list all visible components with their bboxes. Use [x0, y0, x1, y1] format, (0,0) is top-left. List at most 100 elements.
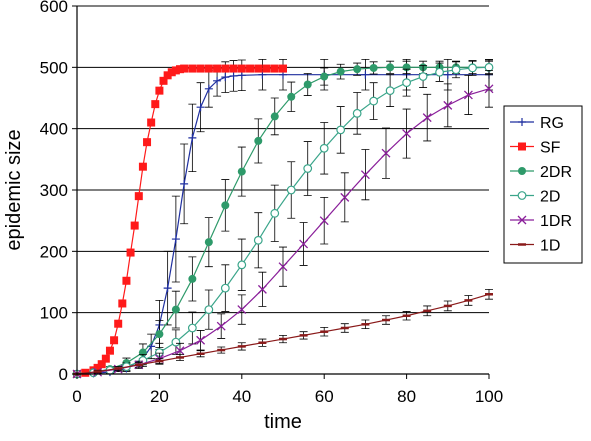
point-sf-31 [237, 64, 246, 73]
point-rg-14 [221, 73, 230, 82]
point-2dr-18 [369, 63, 378, 72]
point-2dr-17 [353, 65, 362, 74]
y-axis-title: epidemic size [3, 129, 25, 250]
point-rg-16 [237, 71, 246, 80]
legend-label-2d: 2D [540, 189, 560, 206]
point-2dr-19 [386, 63, 395, 72]
point-rg-17 [258, 70, 267, 79]
point-sf-23 [176, 65, 184, 74]
point-sf-34 [262, 64, 271, 73]
point-rg-12 [204, 84, 213, 93]
point-sf-19 [159, 76, 168, 85]
legend-label-1dr: 1DR [540, 213, 572, 230]
legend-label-sf: SF [540, 140, 561, 157]
point-2d-12 [270, 208, 280, 218]
point-sf-5 [101, 354, 110, 363]
point-rg-22 [443, 70, 452, 79]
point-2dr-8 [204, 238, 213, 247]
point-1dr-11 [299, 239, 309, 249]
point-2d-14 [303, 164, 313, 173]
point-sf-24 [180, 64, 189, 73]
point-sf-29 [221, 64, 230, 73]
point-2dr-5 [155, 330, 164, 339]
series-layer [72, 58, 494, 379]
legend-item-2d: 2D [510, 189, 560, 206]
point-sf-4 [97, 360, 106, 369]
point-sf-3 [93, 363, 102, 372]
point-sf-14 [138, 162, 147, 171]
point-2dr-6 [171, 305, 180, 314]
point-sf-7 [110, 336, 119, 345]
series-line-sf [76, 67, 283, 375]
legend-marker-2dr [518, 167, 526, 175]
point-2d-24 [468, 63, 477, 73]
point-2d-18 [369, 96, 379, 106]
point-2d-17 [352, 108, 362, 118]
point-rg-13 [213, 76, 222, 85]
legend: RG SF 2DR 2D 1DR 1D [503, 105, 583, 264]
point-sf-27 [204, 64, 213, 73]
point-sf-11 [126, 248, 135, 257]
point-rg-10 [188, 133, 197, 142]
y-tick-label-6: 600 [40, 0, 68, 16]
point-2d-6 [171, 337, 181, 347]
x-tick-label-3: 60 [315, 387, 334, 406]
point-rg-11 [196, 103, 205, 112]
x-tick-label-1: 20 [150, 387, 169, 406]
point-2d-11 [253, 235, 263, 245]
series-sf [73, 64, 287, 378]
x-tick-label-0: 0 [72, 387, 81, 406]
point-rg-7 [163, 284, 172, 293]
point-2d-19 [385, 86, 395, 96]
y-tick-label-5: 500 [40, 58, 68, 77]
point-2dr-9 [221, 201, 230, 210]
legend-marker-sf [518, 142, 526, 151]
point-2dr-10 [237, 167, 246, 176]
point-1dr-16 [402, 129, 412, 139]
legend-item-sf: SF [510, 140, 561, 157]
point-2dr-14 [303, 80, 312, 89]
legend-item-1d: 1D [510, 238, 560, 255]
point-rg-9 [180, 179, 189, 188]
y-tick-label-0: 0 [59, 365, 68, 384]
legend-box [503, 105, 583, 264]
legend-label-2dr: 2DR [540, 164, 572, 181]
point-2d-21 [418, 72, 428, 81]
point-rg-15 [229, 71, 238, 80]
point-sf-36 [279, 64, 287, 73]
point-sf-21 [167, 68, 176, 77]
legend-item-2dr: 2DR [510, 164, 572, 181]
point-1dr-19 [463, 90, 473, 100]
point-rg-8 [171, 235, 180, 244]
point-2d-9 [220, 283, 230, 293]
x-tick-label-2: 40 [232, 387, 251, 406]
point-2dr-13 [287, 92, 296, 101]
point-2d-23 [451, 65, 461, 75]
y-tick-label-2: 200 [40, 242, 68, 261]
point-2d-16 [336, 125, 346, 135]
point-2d-15 [319, 143, 329, 153]
point-sf-13 [134, 192, 143, 201]
point-2d-25 [484, 62, 494, 72]
point-1dr-12 [319, 216, 329, 226]
legend-marker-rg [518, 118, 526, 126]
point-1dr-6 [196, 335, 206, 345]
point-1dr-18 [443, 100, 453, 110]
point-2dr-7 [188, 274, 197, 283]
point-sf-6 [105, 346, 114, 355]
point-1dr-17 [422, 113, 432, 123]
legend-item-1dr: 1DR [510, 213, 572, 230]
point-sf-22 [171, 66, 180, 75]
point-2d-8 [204, 305, 214, 315]
x-tick-label-4: 80 [397, 387, 416, 406]
legend-marker-1dr [517, 215, 527, 225]
legend-label-1d: 1D [540, 238, 560, 255]
legend-item-rg: RG [510, 115, 564, 132]
point-1dr-8 [237, 305, 247, 315]
point-1dr-15 [381, 148, 391, 158]
point-sf-18 [155, 86, 164, 95]
point-sf-28 [213, 64, 222, 73]
point-2d-7 [187, 323, 197, 333]
